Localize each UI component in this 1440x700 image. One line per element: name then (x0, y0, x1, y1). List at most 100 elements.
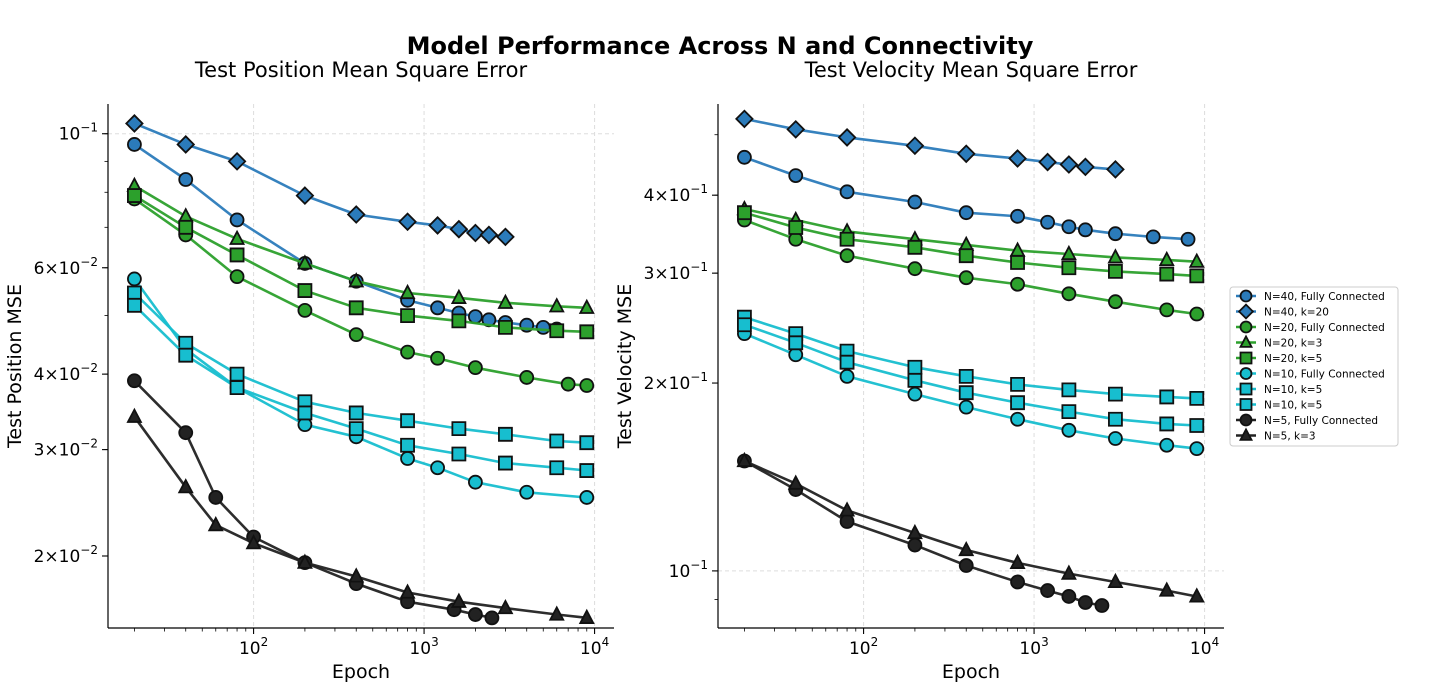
data-point (498, 455, 513, 471)
series-3 (126, 176, 595, 314)
data-point (907, 386, 923, 402)
series-line (133, 194, 587, 334)
data-point (400, 451, 415, 466)
series-line (133, 184, 587, 310)
legend-label: N=40, k=20 (1264, 307, 1329, 319)
data-point (296, 553, 313, 569)
position-panel-title: Test Position Mean Square Error (194, 58, 528, 82)
data-point (535, 319, 551, 335)
data-point (1059, 155, 1079, 174)
legend: N=40, Fully Connected N=40, k=20 N=20, Ful… (1229, 286, 1399, 447)
data-point (497, 598, 514, 615)
data-point (295, 186, 315, 205)
data-point (1010, 376, 1025, 392)
x-tick-label: 102 (239, 635, 268, 659)
data-point (579, 378, 595, 393)
legend-label: N=10, Fully Connected (1264, 369, 1385, 381)
legend-label: N=20, k=5 (1264, 353, 1322, 365)
legend-entry: N=10, k=5 (1236, 382, 1322, 396)
velocity-y-axis-label: Test Velocity MSE (614, 284, 636, 450)
legend-entry: N=5, Fully Connected (1236, 413, 1378, 427)
data-point (1010, 276, 1025, 292)
data-point (297, 405, 313, 421)
data-point (177, 207, 194, 223)
series-line (743, 459, 1103, 607)
data-point (348, 421, 364, 437)
data-point (127, 285, 142, 301)
data-point (348, 405, 364, 421)
data-point (1108, 294, 1123, 310)
data-point (348, 327, 364, 343)
series-line (133, 278, 587, 499)
legend-entry: N=20, k=3 (1236, 334, 1322, 350)
y-tick-label: 3×10−1 (644, 260, 708, 284)
y-tick-label: 4×10−2 (34, 361, 98, 385)
x-tick-label: 104 (580, 635, 609, 659)
data-point (178, 425, 194, 441)
data-point (227, 151, 247, 171)
legend-marker (1239, 320, 1253, 334)
data-point (1038, 152, 1057, 172)
data-point (399, 283, 416, 300)
series-line (133, 304, 587, 472)
data-point (229, 247, 245, 263)
series-line (133, 292, 587, 444)
data-point (1108, 226, 1123, 242)
legend-entry: N=40, Fully Connected (1236, 289, 1385, 303)
data-point (788, 335, 804, 351)
data-point (549, 460, 565, 476)
data-point (496, 227, 515, 247)
data-point (229, 212, 245, 228)
data-point (484, 610, 500, 626)
position-x-axis-label: Epoch (332, 661, 390, 683)
data-point (498, 319, 513, 335)
position-mse-panel: Test Position Mean Square Error Epoch Te… (4, 58, 614, 683)
y-tick-label: 10−1 (59, 121, 98, 145)
data-point (1107, 572, 1124, 589)
data-point (839, 501, 856, 517)
data-point (176, 135, 196, 154)
data-point (229, 269, 245, 285)
x-tick-label: 103 (1019, 635, 1048, 659)
y-tick-label: 2×10−1 (644, 370, 708, 394)
data-point (1188, 252, 1205, 268)
data-point (1061, 382, 1077, 398)
legend-marker (1239, 398, 1253, 411)
data-point (579, 463, 595, 478)
data-point (958, 205, 974, 221)
data-point (839, 354, 855, 370)
data-point (735, 109, 754, 129)
data-point (839, 248, 855, 264)
data-point (348, 567, 365, 583)
series-7 (737, 317, 1205, 433)
data-point (956, 144, 976, 164)
legend-marker (1239, 382, 1253, 396)
data-point (400, 437, 415, 453)
data-point (1189, 390, 1205, 406)
data-point (468, 360, 483, 376)
data-point (1061, 286, 1077, 302)
data-point (245, 534, 262, 550)
data-point (1010, 574, 1025, 590)
legend-marker (1239, 289, 1253, 303)
legend-label: N=5, k=3 (1264, 431, 1316, 443)
data-point (958, 368, 974, 384)
legend-marker (1239, 334, 1253, 348)
data-point (1108, 411, 1123, 427)
data-point (127, 297, 142, 313)
data-point (958, 540, 975, 557)
data-point (839, 184, 855, 200)
series-4 (737, 205, 1205, 284)
data-point (497, 293, 514, 309)
data-point (428, 216, 447, 235)
data-point (1159, 266, 1175, 282)
legend-label: N=5, Fully Connected (1264, 415, 1378, 427)
data-point (548, 297, 565, 313)
series-5 (737, 326, 1205, 457)
data-point (839, 231, 855, 247)
data-point (1106, 159, 1125, 179)
legend-label: N=40, Fully Connected (1264, 291, 1385, 303)
data-point (348, 300, 364, 316)
data-point (579, 324, 595, 340)
